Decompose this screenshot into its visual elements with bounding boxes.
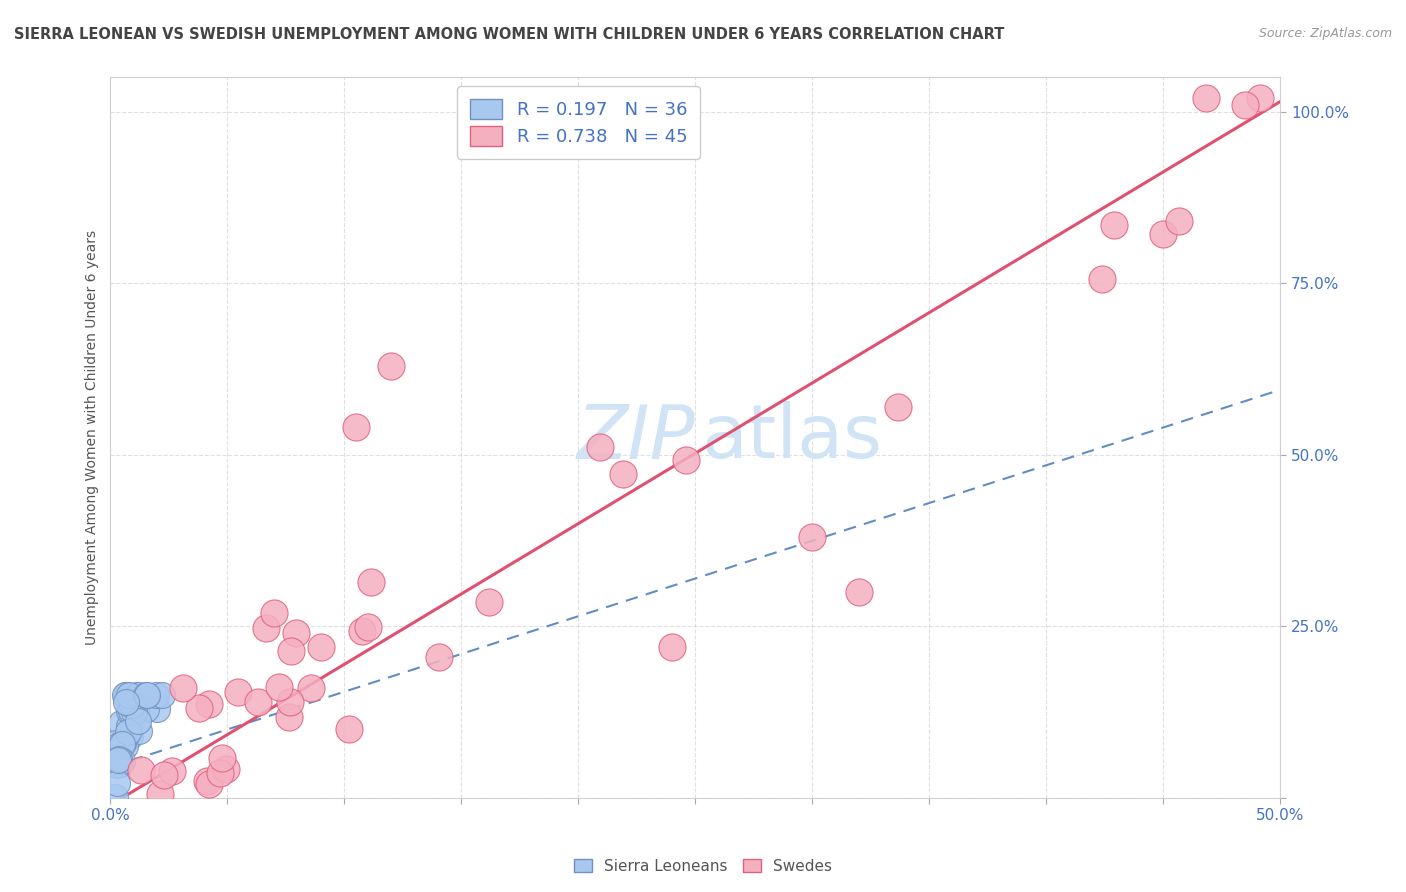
Text: atlas: atlas <box>702 401 882 475</box>
Point <box>128 723 150 738</box>
Point <box>110 756 132 771</box>
Point <box>360 575 382 590</box>
Point <box>146 702 169 716</box>
Point <box>107 753 129 767</box>
Y-axis label: Unemployment Among Women with Children Under 6 years: Unemployment Among Women with Children U… <box>86 230 100 645</box>
Point <box>117 725 139 739</box>
Point <box>104 750 127 764</box>
Point <box>110 715 132 730</box>
Point <box>153 767 176 781</box>
Point <box>129 764 152 778</box>
Point <box>172 681 194 696</box>
Point <box>299 681 322 695</box>
Point <box>344 420 367 434</box>
Point <box>114 688 136 702</box>
Point <box>209 766 232 780</box>
Point <box>127 688 149 702</box>
Point <box>254 621 277 635</box>
Point <box>120 705 142 719</box>
Point <box>263 606 285 620</box>
Point <box>118 704 141 718</box>
Point <box>280 644 302 658</box>
Point <box>1234 98 1257 112</box>
Point <box>801 530 824 544</box>
Point <box>188 700 211 714</box>
Point <box>427 650 450 665</box>
Point <box>661 640 683 654</box>
Point <box>118 719 141 733</box>
Point <box>198 777 221 791</box>
Point <box>115 688 138 702</box>
Point <box>1168 214 1191 228</box>
Point <box>125 703 148 717</box>
Point <box>150 688 173 702</box>
Point <box>612 467 634 482</box>
Point <box>111 737 134 751</box>
Point <box>886 401 908 415</box>
Point <box>107 752 129 766</box>
Point <box>267 680 290 694</box>
Point <box>215 762 238 776</box>
Point <box>122 705 145 719</box>
Point <box>198 698 221 712</box>
Point <box>104 789 127 804</box>
Point <box>105 758 128 772</box>
Point <box>135 702 157 716</box>
Point <box>350 624 373 638</box>
Point <box>285 626 308 640</box>
Point <box>309 640 332 654</box>
Point <box>114 739 136 753</box>
Point <box>278 695 301 709</box>
Point <box>114 695 136 709</box>
Legend: R = 0.197   N = 36, R = 0.738   N = 45: R = 0.197 N = 36, R = 0.738 N = 45 <box>457 87 700 159</box>
Point <box>160 764 183 778</box>
Point <box>197 774 219 789</box>
Point <box>380 359 402 373</box>
Point <box>108 738 131 752</box>
Text: ZIP: ZIP <box>576 401 696 474</box>
Point <box>247 695 270 709</box>
Point <box>118 729 141 743</box>
Point <box>1195 91 1218 105</box>
Point <box>135 688 157 702</box>
Point <box>111 736 134 750</box>
Text: Source: ZipAtlas.com: Source: ZipAtlas.com <box>1258 27 1392 40</box>
Point <box>211 750 233 764</box>
Point <box>337 723 360 737</box>
Point <box>145 688 167 702</box>
Point <box>1152 227 1174 241</box>
Legend: Sierra Leoneans, Swedes: Sierra Leoneans, Swedes <box>568 853 838 880</box>
Point <box>675 453 697 467</box>
Point <box>127 688 149 702</box>
Text: SIERRA LEONEAN VS SWEDISH UNEMPLOYMENT AMONG WOMEN WITH CHILDREN UNDER 6 YEARS C: SIERRA LEONEAN VS SWEDISH UNEMPLOYMENT A… <box>14 27 1004 42</box>
Point <box>357 620 380 634</box>
Point <box>127 714 149 728</box>
Point <box>1249 91 1271 105</box>
Point <box>149 788 172 802</box>
Point <box>1102 218 1125 232</box>
Point <box>226 685 249 699</box>
Point <box>277 710 299 724</box>
Point <box>105 776 128 790</box>
Point <box>121 698 143 712</box>
Point <box>848 585 870 599</box>
Point <box>1091 271 1114 285</box>
Point <box>111 754 134 768</box>
Point <box>478 595 501 609</box>
Point <box>105 736 128 750</box>
Point <box>589 440 612 454</box>
Point <box>135 688 157 702</box>
Point <box>118 688 141 702</box>
